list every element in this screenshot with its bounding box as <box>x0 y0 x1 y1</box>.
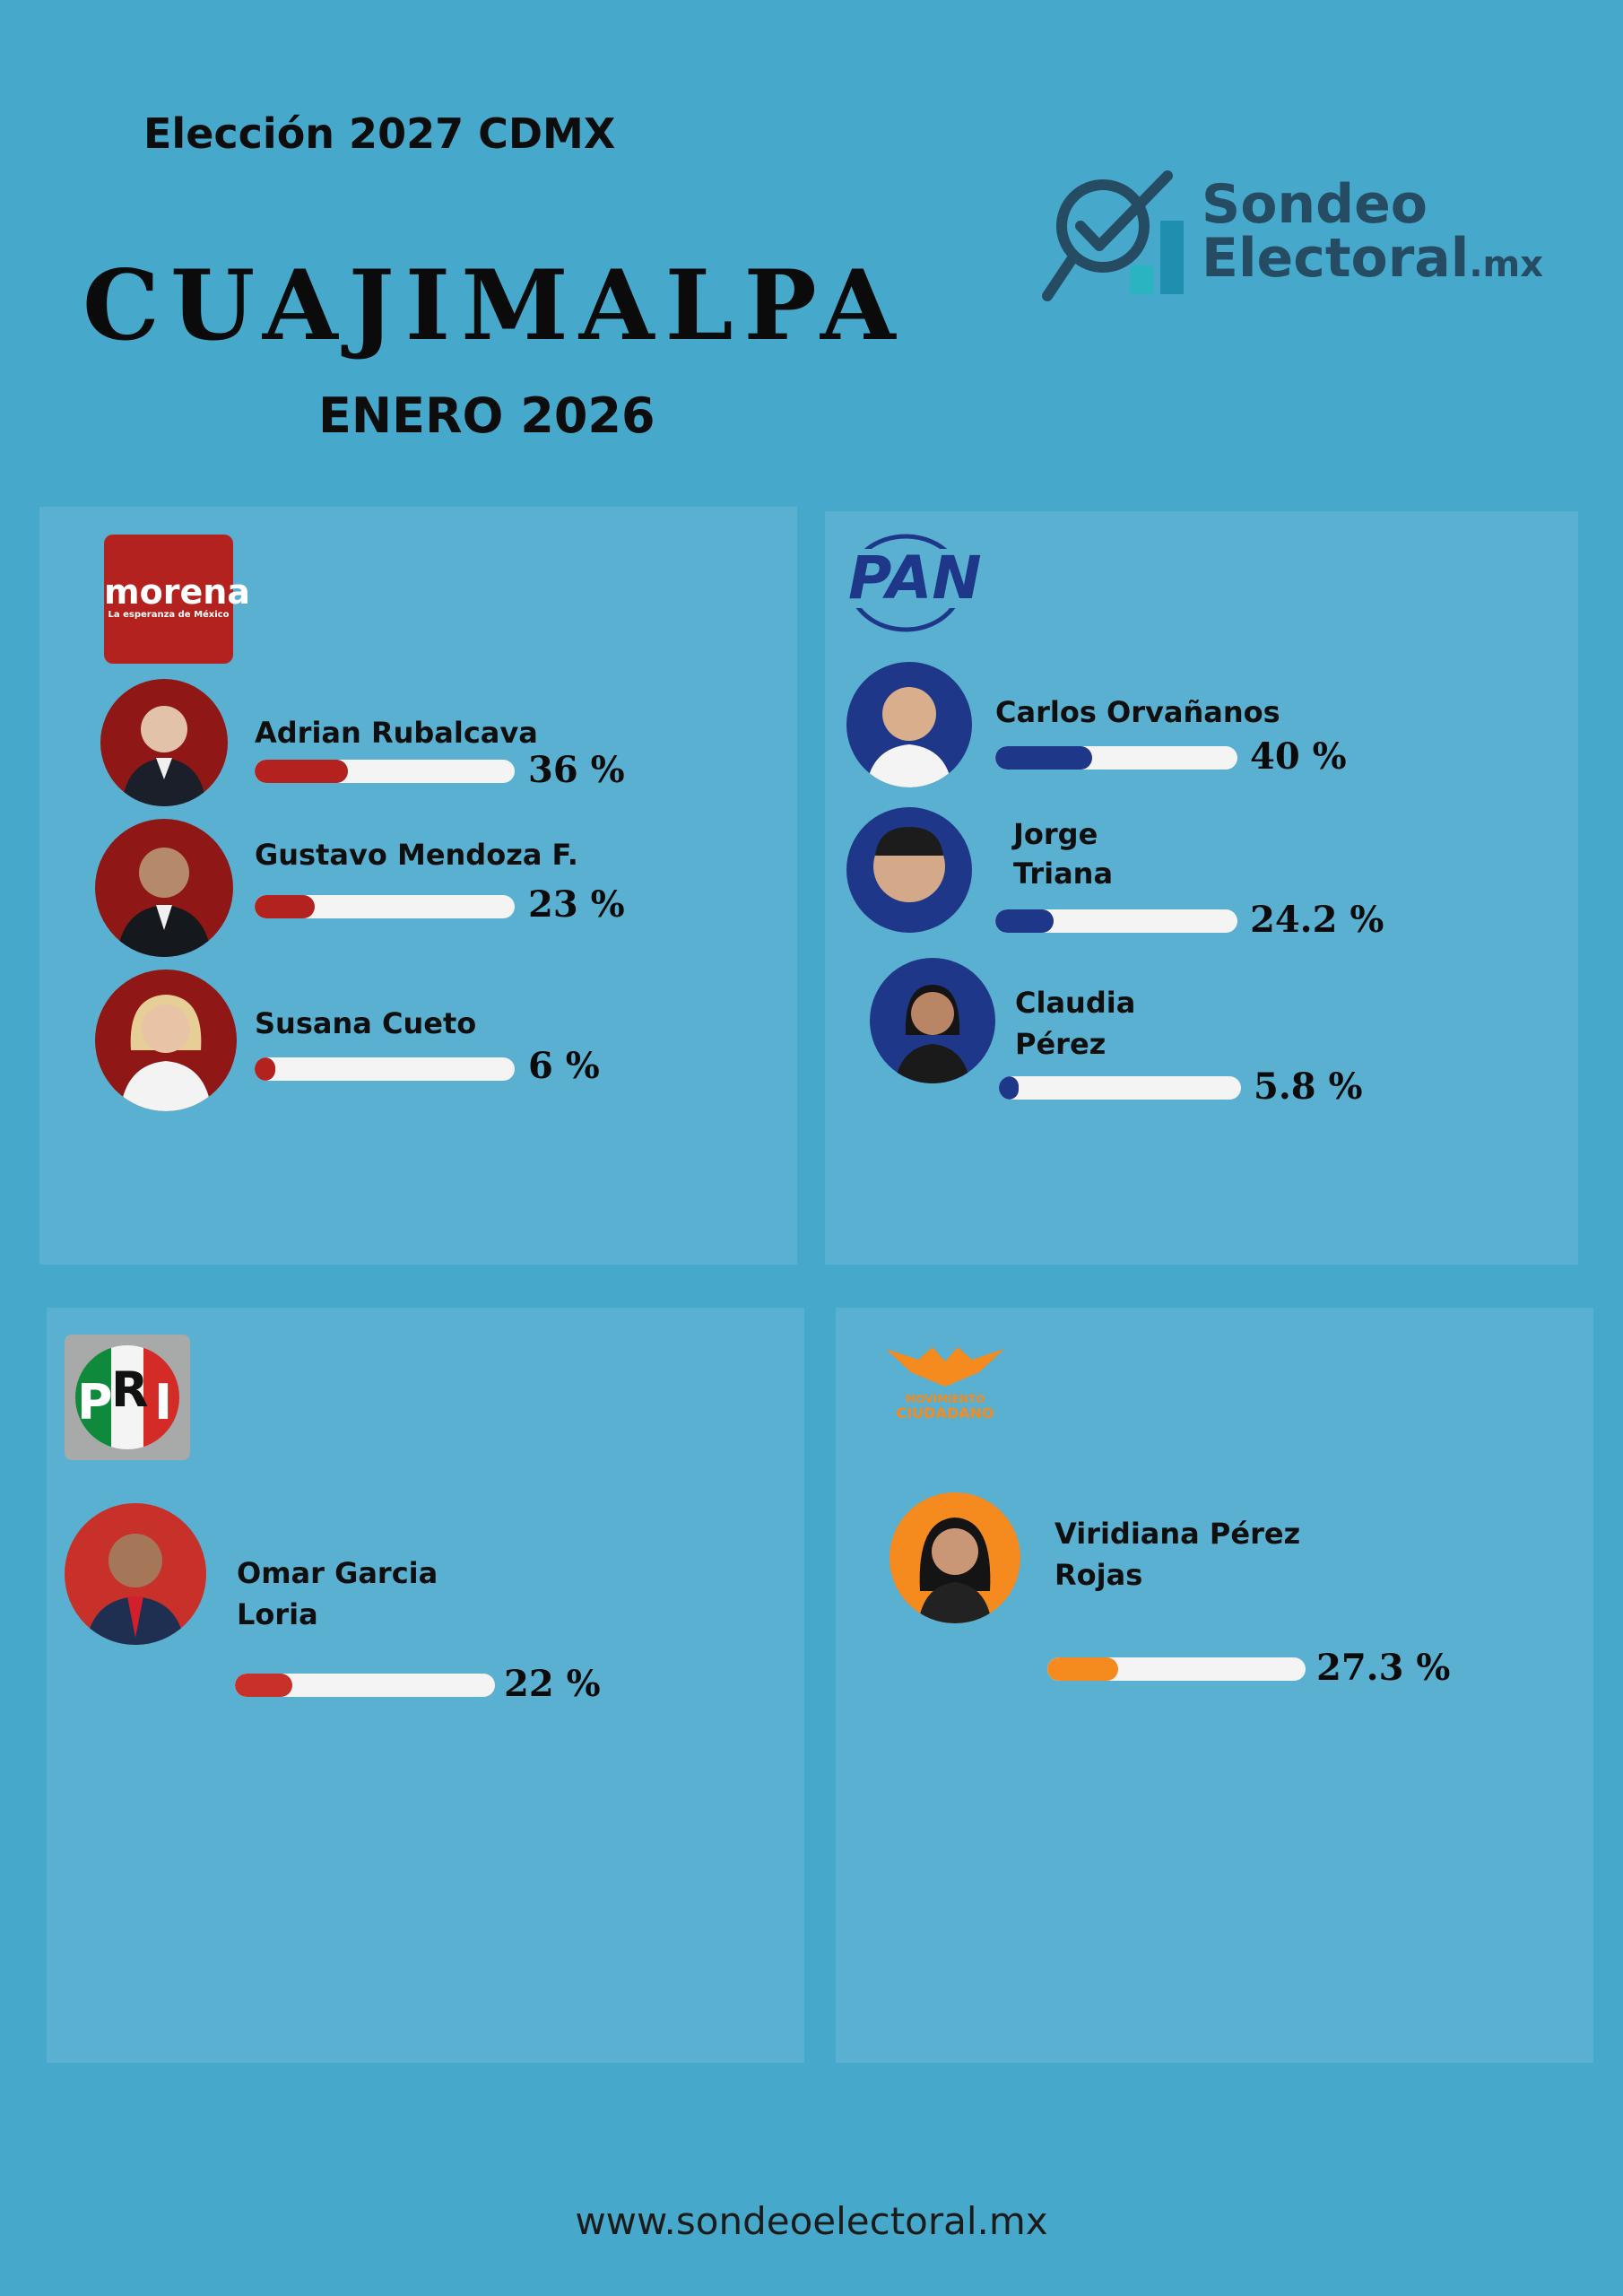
candidate-name: Susana Cueto <box>255 1006 477 1040</box>
mc-logo-line1: MOVIMIENTO <box>905 1393 985 1405</box>
brand-line1: Sondeo <box>1202 173 1428 236</box>
pan-panel: PAN Carlos Orvañanos 40 % Jorge Triana 2… <box>825 511 1578 1265</box>
vote-bar <box>255 895 515 918</box>
survey-date: ENERO 2026 <box>318 387 655 444</box>
vote-bar <box>235 1674 495 1697</box>
mc-logo: MOVIMIENTO CIUDADANO <box>882 1342 1008 1422</box>
vote-bar <box>255 760 515 783</box>
candidate-name-line2: Loria <box>237 1597 318 1631</box>
vote-percent: 40 % <box>1250 735 1347 778</box>
person-icon <box>895 985 970 1083</box>
pri-emblem-icon <box>75 1345 179 1449</box>
vote-bar <box>255 1057 515 1081</box>
eagle-icon <box>886 1347 1004 1387</box>
avatar-carlos-orvananos <box>846 662 972 787</box>
sondeo-electoral-logo: Sondeo Electoral.mx <box>1040 170 1543 314</box>
candidate-name: Omar Garcia <box>237 1556 438 1590</box>
vote-percent: 36 % <box>528 749 625 791</box>
candidate-name-line2: Triana <box>1013 857 1114 891</box>
brand-line2-main: Electoral <box>1202 227 1470 290</box>
vote-bar-fill <box>255 760 349 783</box>
vote-bar <box>999 1076 1241 1100</box>
person-icon <box>86 1534 185 1645</box>
pri-logo: P R I <box>65 1335 190 1460</box>
avatar-claudia-perez <box>870 958 995 1083</box>
pan-logo: PAN <box>843 529 985 637</box>
pan-logo-text: PAN <box>845 549 985 608</box>
brand-name: Sondeo Electoral.mx <box>1202 178 1543 291</box>
morena-panel: morena La esperanza de México Adrian Rub… <box>39 507 797 1265</box>
vote-percent: 23 % <box>528 883 625 926</box>
person-icon <box>918 1518 992 1623</box>
vote-bar-fill <box>255 1057 276 1081</box>
person-icon <box>120 995 212 1111</box>
candidate-name: Gustavo Mendoza F. <box>255 838 578 872</box>
person-icon <box>873 827 945 902</box>
person-icon <box>866 687 952 787</box>
person-icon <box>122 706 206 806</box>
magnifier-check-icon <box>1042 170 1184 301</box>
pri-panel: P R I Omar Garcia Loria 22 % <box>47 1308 804 2063</box>
vote-bar-fill <box>1047 1657 1118 1681</box>
pri-letter-i: I <box>154 1374 173 1431</box>
avatar-jorge-triana <box>846 807 972 933</box>
pri-letter-r: R <box>111 1361 149 1418</box>
vote-bar-fill <box>255 895 315 918</box>
person-icon <box>117 848 212 957</box>
vote-bar-fill <box>995 746 1092 770</box>
pri-letter-p: P <box>77 1374 113 1431</box>
candidate-name: Adrian Rubalcava <box>255 716 538 750</box>
candidate-name: Claudia <box>1015 986 1136 1020</box>
vote-bar <box>995 746 1237 770</box>
candidate-name: Carlos Orvañanos <box>995 695 1280 729</box>
vote-bar <box>1047 1657 1306 1681</box>
vote-percent: 22 % <box>504 1663 601 1705</box>
footer-url[interactable]: www.sondeoelectoral.mx <box>575 2199 1048 2243</box>
brand-line2-suffix: .mx <box>1469 244 1544 285</box>
page-title: CUAJIMALPA <box>82 249 907 362</box>
vote-percent: 6 % <box>528 1045 600 1087</box>
candidate-name-line2: Rojas <box>1055 1558 1143 1592</box>
vote-percent: 5.8 % <box>1254 1065 1363 1108</box>
brand-line2: Electoral.mx <box>1202 231 1543 291</box>
vote-percent: 24.2 % <box>1250 899 1384 941</box>
morena-logo: morena La esperanza de México <box>104 535 250 664</box>
candidate-name: Jorge <box>1013 817 1098 851</box>
morena-logo-text: morena <box>104 572 250 612</box>
vote-bar <box>995 909 1237 933</box>
vote-percent: 27.3 % <box>1316 1647 1451 1689</box>
vote-bar-fill <box>999 1076 1019 1100</box>
avatar-gustavo-mendoza <box>95 819 233 957</box>
avatar-viridiana-perez-rojas <box>890 1492 1020 1623</box>
avatar-susana-cueto <box>95 970 237 1111</box>
vote-bar-fill <box>995 909 1055 933</box>
avatar-adrian-rubalcava <box>100 679 228 806</box>
avatar-omar-garcia-loria <box>65 1503 206 1645</box>
morena-logo-subtext: La esperanza de México <box>108 610 230 620</box>
vote-bar-fill <box>235 1674 292 1697</box>
mc-panel: MOVIMIENTO CIUDADANO Viridiana Pérez Roj… <box>836 1308 1593 2063</box>
candidate-name: Viridiana Pérez <box>1055 1517 1301 1551</box>
candidate-name-line2: Pérez <box>1015 1027 1107 1061</box>
election-heading: Elección 2027 CDMX <box>143 109 616 158</box>
mc-logo-line2: CIUDADANO <box>896 1405 994 1422</box>
